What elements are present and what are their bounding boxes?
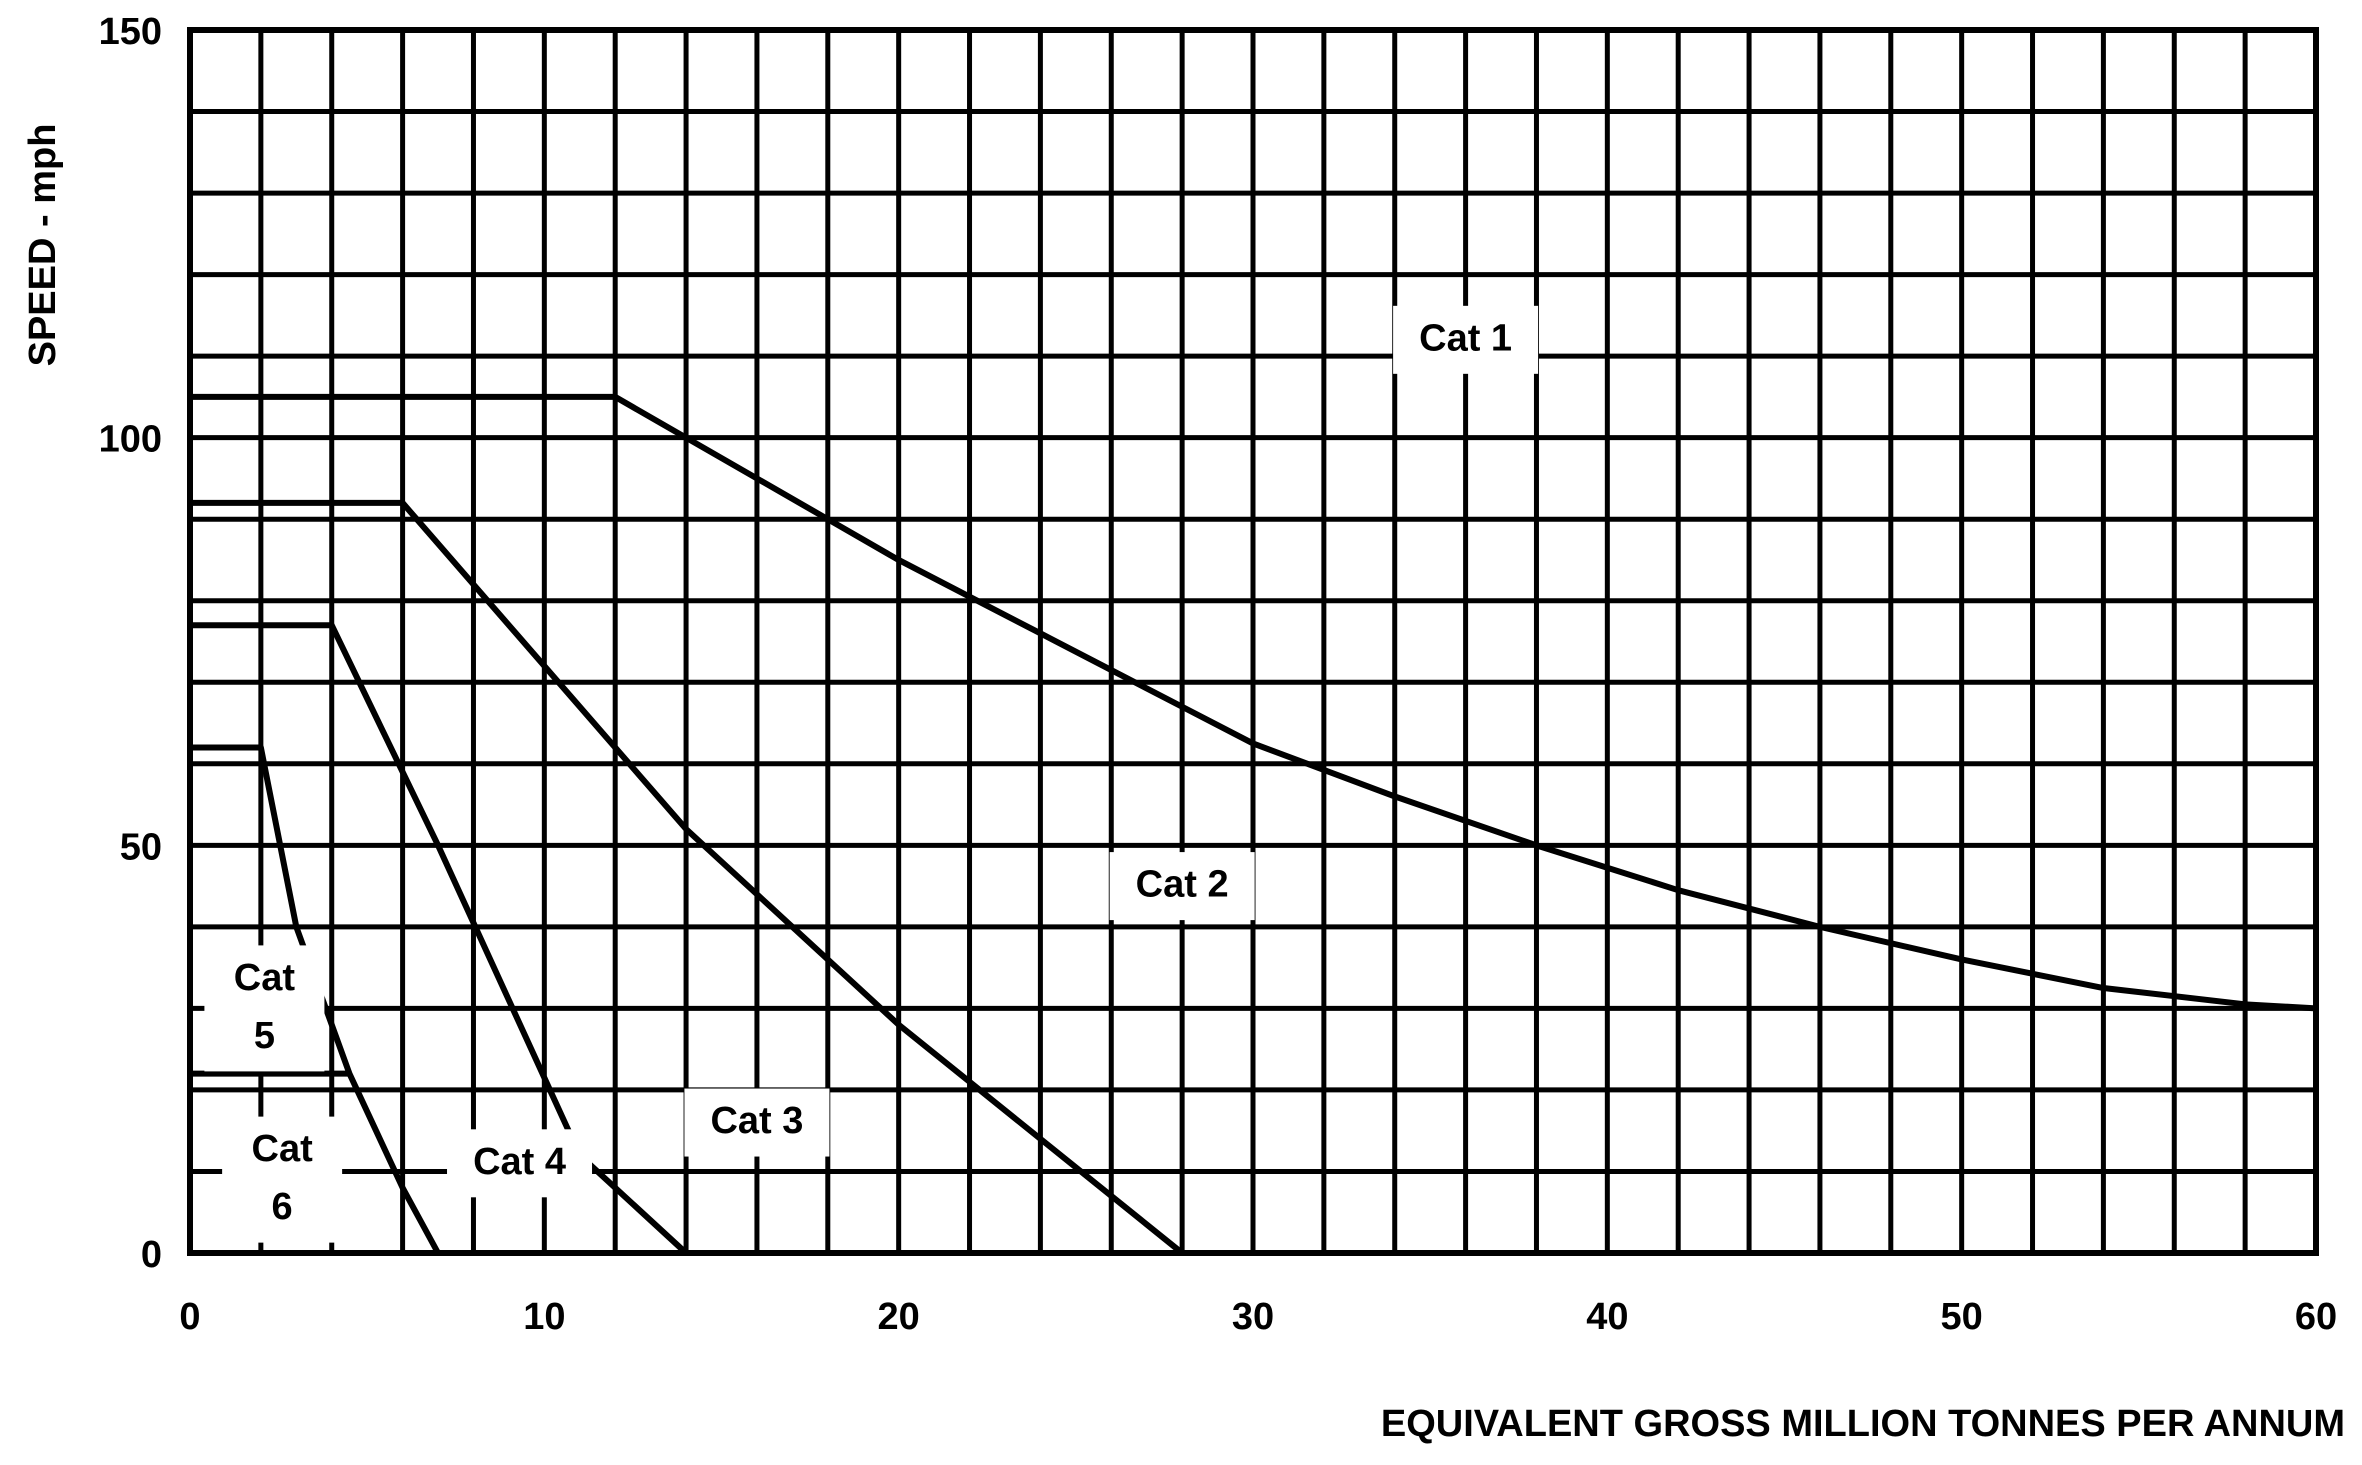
- plot-frame: [187, 27, 2319, 1256]
- region-label-1: Cat 1: [1393, 305, 1539, 374]
- y-tick-label: 50: [120, 826, 162, 868]
- x-tick-label: 60: [2295, 1296, 2337, 1338]
- label-background: [447, 1129, 593, 1198]
- y-axis-title: SPEED - mph: [22, 124, 64, 367]
- region-label-text: 6: [272, 1186, 293, 1228]
- series-lines: [190, 393, 2317, 1256]
- series-line-2: [190, 499, 1185, 1256]
- x-axis-title: EQUIVALENT GROSS MILLION TONNES PER ANNU…: [1381, 1403, 2345, 1445]
- x-tick-label: 0: [179, 1296, 200, 1338]
- region-label-text: Cat 4: [473, 1141, 566, 1183]
- region-label-text: Cat 1: [1419, 317, 1512, 359]
- label-background: [1393, 305, 1539, 374]
- grid: [190, 30, 2316, 1253]
- region-labels: Cat 1 Cat 2 Cat 3 Cat 4 Cat 5 Cat 6: [204, 305, 1539, 1243]
- x-tick-label: 40: [1586, 1296, 1628, 1338]
- region-label-text: Cat 3: [710, 1100, 803, 1142]
- y-tick-label: 0: [141, 1234, 162, 1276]
- region-label-text: 5: [254, 1015, 275, 1057]
- region-label-5: Cat 5: [204, 945, 325, 1072]
- x-tick-label: 50: [1941, 1296, 1983, 1338]
- x-tick-label: 30: [1232, 1296, 1274, 1338]
- region-label-3: Cat 3: [684, 1088, 830, 1157]
- region-label-text: Cat: [234, 957, 296, 999]
- x-tick-label: 10: [523, 1296, 565, 1338]
- label-background: [1109, 852, 1255, 921]
- series-line-1: [190, 393, 2317, 1012]
- label-background: [684, 1088, 830, 1157]
- y-tick-label: 100: [99, 419, 162, 461]
- x-tick-label: 20: [878, 1296, 920, 1338]
- region-label-6: Cat 6: [222, 1116, 343, 1243]
- region-label-2: Cat 2: [1109, 852, 1255, 921]
- x-axis-ticks: 0 10 20 30 40 50 60: [179, 1296, 2337, 1338]
- region-label-text: Cat: [252, 1128, 314, 1170]
- y-tick-label: 150: [99, 11, 162, 53]
- series-line-3: [190, 622, 689, 1256]
- label-background: [222, 1116, 343, 1243]
- region-label-4: Cat 4: [447, 1129, 593, 1198]
- y-axis-ticks: 0 50 100 150: [99, 11, 162, 1276]
- region-label-text: Cat 2: [1136, 864, 1229, 906]
- label-background: [204, 945, 325, 1072]
